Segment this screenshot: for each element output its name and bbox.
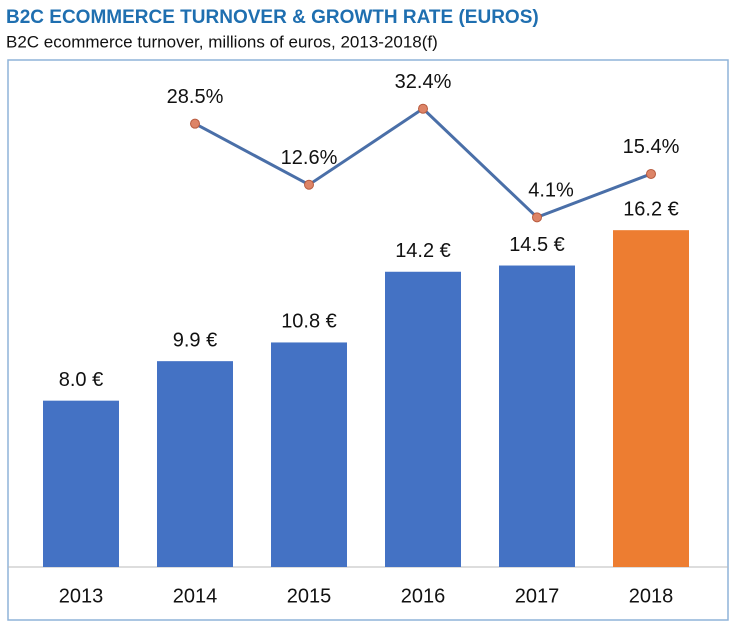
bar (613, 230, 689, 568)
bar (43, 400, 119, 567)
line-marker (418, 103, 428, 114)
data-label: 15.4% (623, 136, 680, 158)
chart-subtitle: B2C ecommerce turnover, millions of euro… (6, 32, 438, 51)
x-tick-label: 2013 (59, 585, 104, 607)
data-label: 9.9 € (173, 329, 217, 351)
line-marker (532, 212, 542, 223)
x-tick-label: 2016 (401, 585, 446, 607)
x-tick-label: 2018 (629, 585, 674, 607)
data-label: 28.5% (167, 86, 224, 108)
data-label: 4.1% (528, 180, 574, 202)
x-tick-label: 2014 (173, 585, 218, 607)
bar (385, 271, 461, 567)
data-label: 14.2 € (395, 240, 451, 262)
data-label: 32.4% (395, 71, 452, 93)
x-tick-label: 2017 (515, 585, 560, 607)
data-label: 10.8 € (281, 311, 337, 333)
line-marker (304, 179, 314, 190)
data-label: 16.2 € (623, 198, 679, 220)
data-label: 8.0 € (59, 369, 103, 391)
x-tick-label: 2015 (287, 585, 332, 607)
line (194, 106, 652, 220)
bar (157, 361, 233, 567)
line-marker (190, 118, 200, 129)
bar (271, 342, 347, 567)
data-label: 12.6% (281, 147, 338, 169)
chart-frame (7, 59, 729, 621)
chart-title: B2C ECOMMERCE TURNOVER & GROWTH RATE (EU… (6, 7, 539, 28)
data-label: 14.5 € (509, 234, 565, 256)
line-marker (646, 168, 656, 179)
bar (499, 265, 575, 567)
